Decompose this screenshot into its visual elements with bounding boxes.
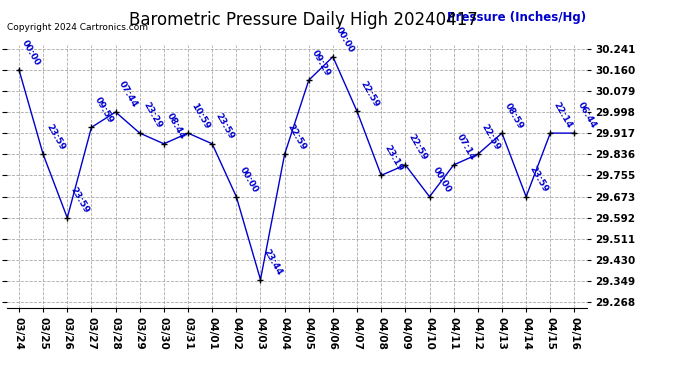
Text: 10:59: 10:59 (190, 101, 212, 130)
Text: 22:59: 22:59 (359, 79, 381, 109)
Text: 23:44: 23:44 (262, 248, 284, 277)
Text: 08:59: 08:59 (504, 101, 526, 130)
Text: 23:59: 23:59 (214, 112, 236, 141)
Text: 00:00: 00:00 (335, 25, 356, 54)
Text: 22:59: 22:59 (407, 133, 429, 162)
Text: Barometric Pressure Daily High 20240417: Barometric Pressure Daily High 20240417 (129, 11, 478, 29)
Text: 00:00: 00:00 (431, 165, 453, 194)
Text: 06:44: 06:44 (576, 101, 598, 130)
Text: 23:59: 23:59 (45, 122, 67, 152)
Text: 09:59: 09:59 (93, 95, 115, 124)
Text: 23:59: 23:59 (528, 165, 550, 194)
Text: 22:14: 22:14 (552, 101, 574, 130)
Text: 23:19: 23:19 (383, 143, 405, 172)
Text: 22:59: 22:59 (480, 122, 502, 152)
Text: Pressure (Inches/Hg): Pressure (Inches/Hg) (447, 11, 586, 24)
Text: 09:29: 09:29 (310, 48, 333, 77)
Text: 07:14: 07:14 (455, 133, 477, 162)
Text: Copyright 2024 Cartronics.com: Copyright 2024 Cartronics.com (7, 23, 148, 32)
Text: 00:00: 00:00 (238, 165, 259, 194)
Text: 08:44: 08:44 (166, 112, 188, 141)
Text: 23:59: 23:59 (69, 186, 91, 215)
Text: 23:29: 23:29 (141, 101, 164, 130)
Text: 00:00: 00:00 (21, 38, 42, 67)
Text: 22:59: 22:59 (286, 122, 308, 152)
Text: 07:44: 07:44 (117, 80, 139, 109)
